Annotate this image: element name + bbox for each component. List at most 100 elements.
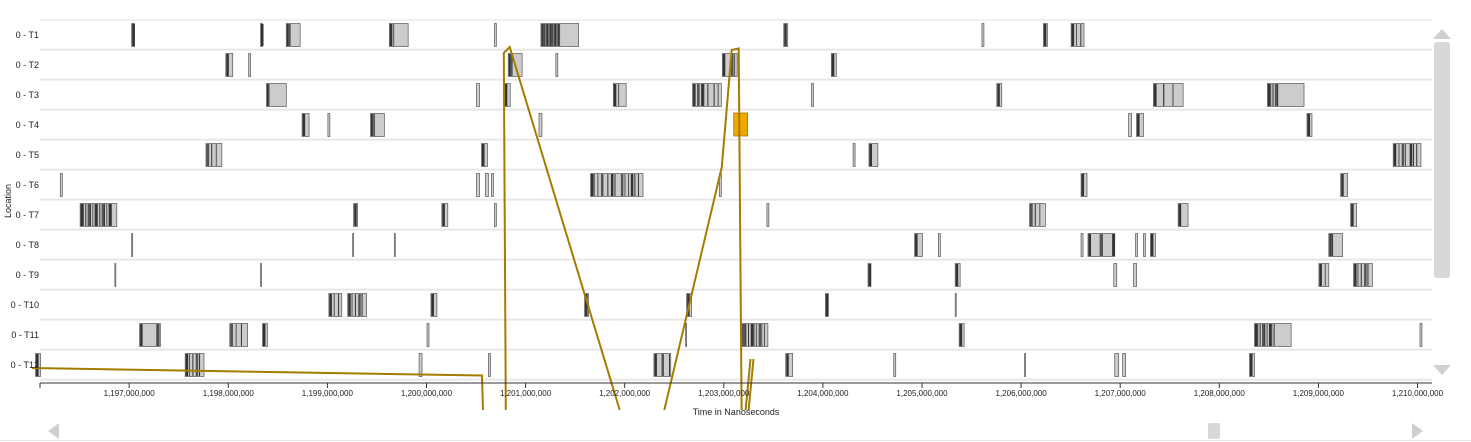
event-span [1318,263,1330,287]
event-span-marker [734,54,736,76]
event-span [1080,233,1084,257]
event-span-marker [550,24,552,46]
scroll-up-arrow-icon[interactable] [1433,29,1451,39]
event-span-marker [1080,24,1082,46]
row-labels: 0 - T1 0 - T2 0 - T3 0 - T4 0 - T5 0 - T6 0 - … [11,30,39,370]
event-span [1029,203,1046,227]
event-span [893,353,897,377]
event-span-marker [389,24,393,46]
event-span [1419,323,1423,347]
event-span-marker [1319,264,1322,286]
event-span-marker [156,324,158,346]
event-span-marker [354,204,357,226]
event-span-marker [753,324,755,346]
event-span-marker [745,324,747,346]
event-span-marker [1137,114,1140,136]
event-span-marker [1039,204,1041,226]
event-span-marker [481,144,485,166]
event-span-marker [558,24,560,46]
event-span-marker [750,324,754,346]
event-span-marker [504,84,508,106]
event-span-marker [266,84,270,106]
event-span-marker [1324,264,1326,286]
scroll-down-arrow-icon[interactable] [1433,365,1451,375]
event-span [248,53,251,77]
event-span-marker [730,54,734,76]
event-span-marker [959,324,963,346]
x-tick-label: 1,200,000,000 [401,389,453,398]
event-span-marker [108,204,112,226]
event-span [488,353,491,377]
event-span-marker [1261,324,1265,346]
event-span [205,143,223,167]
event-span-marker [1354,264,1357,286]
event-span-marker [1150,234,1154,256]
message-link-line [502,45,621,411]
event-span-marker [1154,84,1157,106]
event-span-marker [591,174,594,196]
event-span-marker [634,174,636,196]
event-span [538,113,543,137]
event-span-marker [1329,234,1332,256]
event-span-marker [1272,84,1274,106]
x-tick-label: 1,207,000,000 [1095,389,1147,398]
x-tick-label: 1,206,000,000 [996,389,1048,398]
event-span-marker [431,294,434,316]
event-span-marker [1268,324,1272,346]
message-link-line [747,358,755,411]
scroll-left-arrow-icon[interactable] [48,423,59,439]
event-span-marker [613,84,617,106]
event-span-marker [87,204,91,226]
row-label: 0 - T10 [11,300,39,310]
scroll-right-arrow-icon[interactable] [1412,423,1423,439]
event-span-marker [372,114,374,136]
event-span-marker [1264,324,1266,346]
event-span-marker [637,174,639,196]
horizontal-scrollbar-thumb[interactable] [1208,423,1220,439]
event-span-marker [707,84,709,106]
event-span-marker [607,174,609,196]
event-span-marker [1367,264,1369,286]
event-span-marker [1099,234,1103,256]
event-span [476,83,480,107]
event-span-marker [215,144,217,166]
event-span-marker [545,24,548,46]
event-span-marker [1398,144,1400,166]
event-span-marker [869,144,872,166]
event-span-marker [288,24,290,46]
message-links [32,45,755,411]
event-span-marker [628,174,630,196]
event-span-marker [329,294,332,316]
row-label: 0 - T5 [16,150,39,160]
event-span-marker [361,294,363,316]
event-span-marker [1250,354,1253,376]
row-label: 0 - T3 [16,90,39,100]
vertical-scrollbar-thumb[interactable] [1434,42,1450,278]
event-span [1143,233,1146,257]
event-span-marker [556,24,558,46]
event-span-marker [199,354,201,376]
event-span [266,83,287,107]
event-span-marker [1034,204,1036,226]
event-span-marker [1071,24,1075,46]
event-span-marker [1112,234,1115,256]
event-span [327,113,331,137]
event-span-marker [92,204,94,226]
event-span-marker [546,24,548,46]
event-span [393,233,396,257]
row-label: 0 - T7 [16,210,39,220]
event-span [1177,203,1189,227]
event-span [1024,353,1026,377]
message-link-line [744,358,752,411]
event-span [937,233,941,257]
event-span [852,143,856,167]
event-span-marker [630,174,634,196]
event-span-marker [748,324,750,346]
event-span-marker [784,24,787,46]
event-span [914,233,923,257]
x-tick-label: 1,198,000,000 [203,389,255,398]
x-tick-label: 1,203,000,000 [698,389,750,398]
x-axis-label: Time in Nanoseconds [693,407,780,417]
event-span-marker [722,54,726,76]
